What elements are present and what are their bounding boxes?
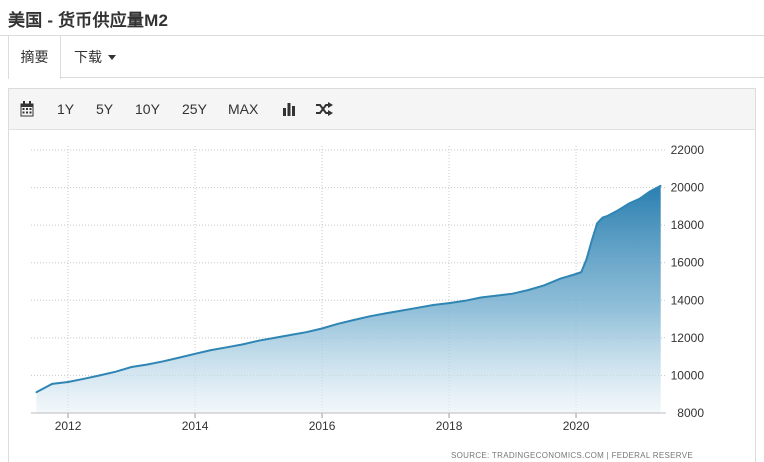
data-point [628, 202, 630, 205]
data-point [649, 190, 651, 193]
y-tick-label: 12000 [671, 331, 705, 345]
y-tick-label: 14000 [671, 293, 705, 307]
page-title: 美国 - 货币供应量M2 [8, 11, 169, 30]
data-point [114, 370, 117, 373]
data-point [575, 273, 577, 275]
range-25y-button[interactable]: 25Y [182, 101, 207, 117]
data-point [67, 381, 69, 383]
shuffle-icon[interactable] [316, 102, 333, 121]
data-point [305, 331, 308, 333]
x-tick-label: 2018 [436, 419, 463, 433]
calendar-icon[interactable] [20, 101, 34, 122]
data-point [289, 334, 292, 336]
data-point [257, 339, 260, 342]
data-point [337, 323, 339, 325]
x-tick-label: 2016 [309, 419, 336, 433]
data-point [35, 391, 38, 394]
range-max-button[interactable]: MAX [228, 101, 259, 117]
data-point [146, 363, 149, 366]
m2-area-chart: 8000 10000 12000 14000 16000 18000 20000 22000 2… [31, 143, 705, 460]
x-tick-label: 2012 [55, 419, 82, 433]
data-point [559, 277, 561, 280]
data-point [591, 239, 593, 241]
y-tick-label: 20000 [671, 181, 705, 195]
range-5y-button[interactable]: 5Y [96, 101, 114, 117]
data-point [511, 292, 514, 295]
data-point [464, 300, 466, 302]
range-10y-button[interactable]: 10Y [135, 101, 160, 117]
x-tick-label: 2020 [563, 419, 590, 433]
data-point [241, 343, 244, 346]
caret-down-icon [108, 54, 116, 60]
data-point [607, 215, 609, 217]
data-point [601, 216, 604, 219]
data-point [130, 366, 133, 368]
data-point [617, 209, 620, 211]
data-point [596, 222, 598, 225]
tab-download[interactable]: 下载 [74, 36, 116, 78]
series-area-fill [36, 185, 661, 413]
tab-summary-label: 摘要 [20, 49, 49, 65]
source-note: SOURCE: TRADINGECONOMICS.COM | FEDERAL R… [451, 451, 693, 460]
data-point [432, 304, 435, 306]
data-point [416, 307, 419, 309]
data-point [638, 198, 641, 200]
data-point [83, 378, 85, 380]
tab-summary[interactable]: 摘要 [8, 36, 61, 79]
data-point [368, 315, 371, 318]
y-tick-label: 16000 [671, 256, 705, 270]
data-point [226, 346, 228, 349]
data-point [321, 327, 323, 330]
data-point [448, 302, 450, 304]
data-point [99, 374, 101, 377]
y-tick-label: 22000 [671, 143, 705, 157]
data-point [659, 184, 662, 187]
series-line [35, 184, 662, 394]
data-point [162, 360, 165, 363]
title-bar: 美国 - 货币供应量M2 [0, 0, 764, 36]
data-point [353, 319, 355, 321]
data-point [400, 309, 403, 312]
tab-download-label: 下载 [74, 49, 102, 65]
tab-bar: 摘要 下载 [8, 36, 764, 79]
data-point [273, 337, 276, 339]
range-1y-button[interactable]: 1Y [57, 101, 75, 117]
data-point [585, 258, 588, 260]
y-tick-label: 18000 [671, 218, 705, 232]
data-point [543, 284, 546, 287]
chart-toolbar: 1Y 5Y 10Y 25Y MAX [9, 89, 755, 130]
data-point [527, 289, 530, 291]
y-tick-label: 10000 [671, 368, 705, 382]
bar-chart-icon[interactable] [282, 102, 296, 121]
chart-panel: 1Y 5Y 10Y 25Y MAX [8, 88, 756, 462]
data-point [194, 353, 196, 355]
data-point [580, 271, 583, 273]
data-point [178, 356, 180, 359]
chart-area: 8000 10000 12000 14000 16000 18000 20000 22000 2… [9, 130, 755, 462]
data-point [384, 312, 387, 315]
x-tick-label: 2014 [182, 419, 209, 433]
data-point [495, 294, 498, 297]
data-point [210, 349, 212, 351]
data-point [51, 383, 53, 385]
y-tick-label: 8000 [677, 406, 704, 420]
data-point [480, 296, 482, 299]
